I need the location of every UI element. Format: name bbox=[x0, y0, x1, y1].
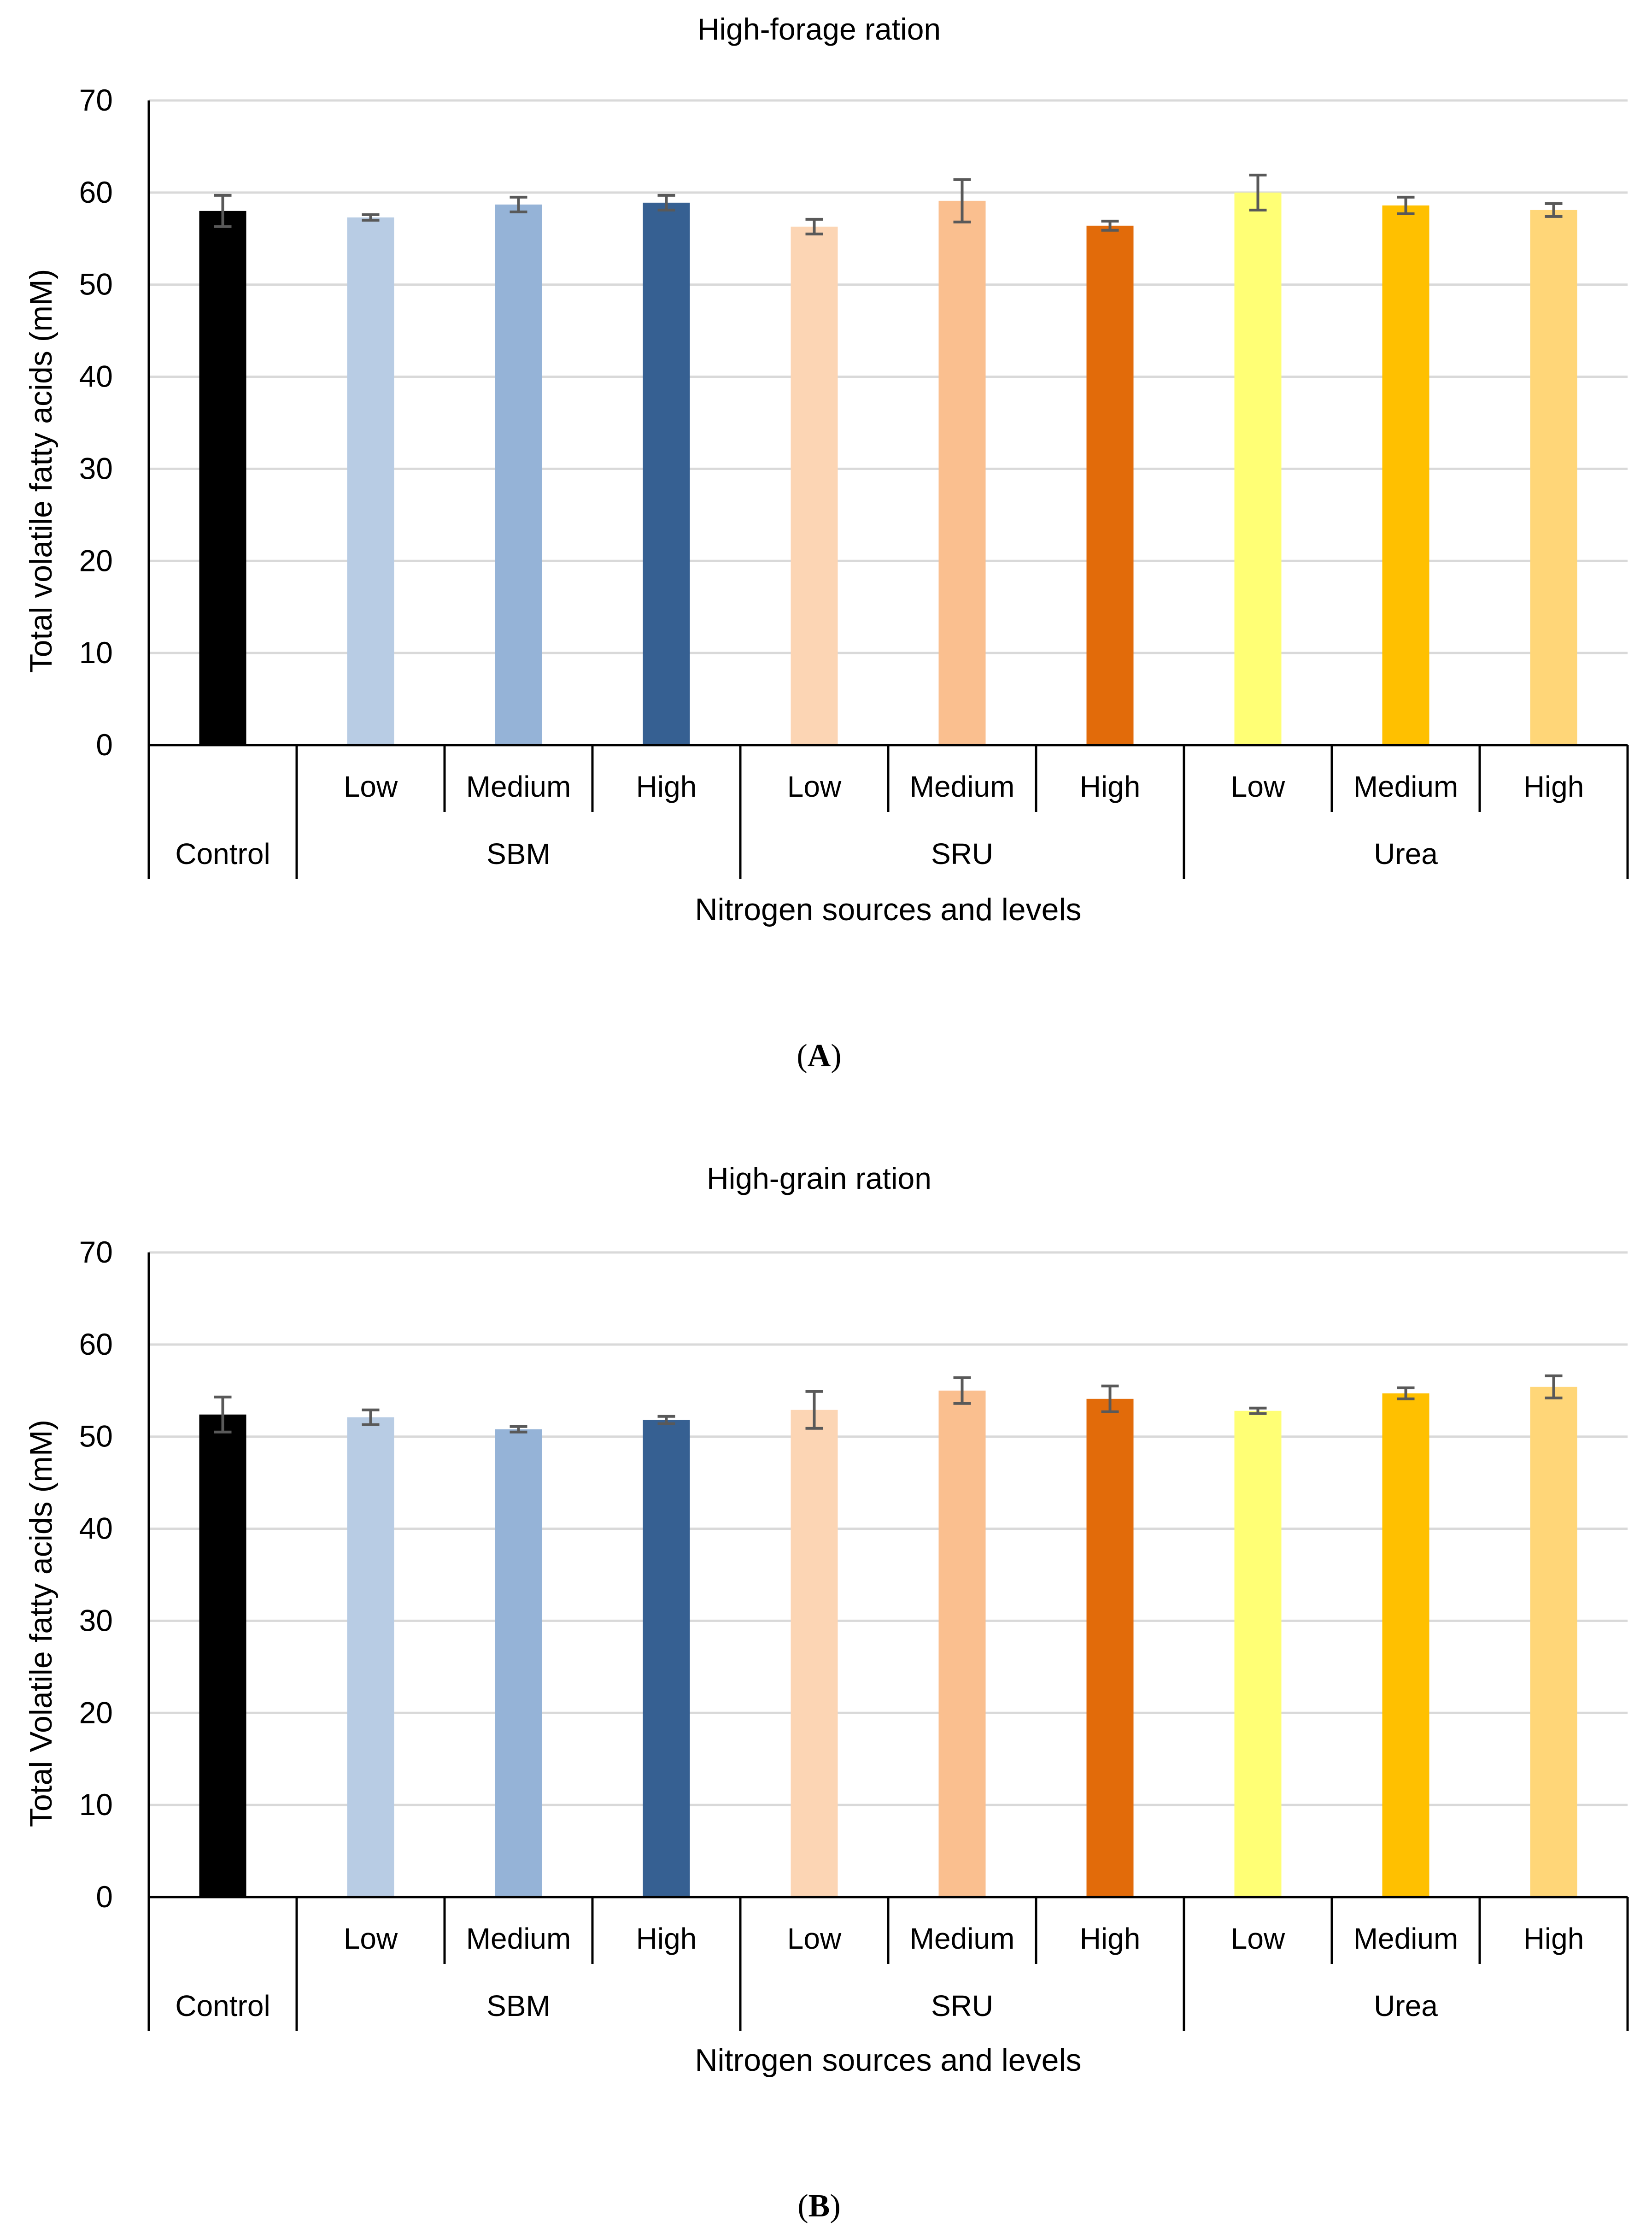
y-tick-label: 60 bbox=[79, 1327, 113, 1361]
x-level-label: Low bbox=[787, 1922, 842, 1955]
x-level-label: High bbox=[1523, 770, 1584, 803]
chart-title: High-forage ration bbox=[697, 12, 941, 46]
bar bbox=[1234, 1410, 1282, 1897]
bar bbox=[1382, 1393, 1429, 1897]
x-level-label: Medium bbox=[910, 1922, 1015, 1955]
x-level-label: Medium bbox=[1353, 1922, 1459, 1955]
y-tick-labels: 0 10 20 30 40 50 60 70 bbox=[79, 1235, 113, 1914]
gridlines bbox=[149, 1251, 1628, 1806]
bar bbox=[347, 217, 394, 745]
y-tick-label: 0 bbox=[96, 728, 113, 762]
x-group-label: Control bbox=[175, 1989, 270, 2022]
y-tick-label: 20 bbox=[79, 1695, 113, 1729]
y-tick-label: 50 bbox=[79, 267, 113, 301]
y-axis-title: Total volatile fatty acids (mM) bbox=[23, 269, 59, 673]
bar bbox=[643, 202, 690, 745]
chart-panel-a: High-forage ration 0 10 20 30 40 50 60 70 Low Me… bbox=[23, 12, 1629, 1074]
panel-letter: A bbox=[808, 1038, 831, 1074]
x-level-label: Medium bbox=[466, 1922, 571, 1955]
bars bbox=[199, 192, 1577, 746]
bars bbox=[199, 1387, 1577, 1897]
x-level-label: High bbox=[636, 1922, 697, 1955]
x-group-label: SRU bbox=[931, 1989, 993, 2022]
panel-label: (A) bbox=[797, 1038, 841, 1074]
x-group-label: Control bbox=[175, 837, 270, 870]
x-axis-title: Nitrogen sources and levels bbox=[695, 892, 1081, 927]
bar bbox=[791, 226, 838, 745]
x-level-label: Medium bbox=[466, 770, 571, 803]
x-level-label: Low bbox=[1231, 770, 1285, 803]
y-tick-label: 30 bbox=[79, 451, 113, 485]
bar bbox=[495, 204, 542, 745]
bar bbox=[347, 1417, 394, 1897]
x-category-labels: Low Medium High Low Medium High Low Medium High C… bbox=[175, 1922, 1584, 2022]
x-group-label: SBM bbox=[486, 1989, 551, 2022]
bar bbox=[199, 1414, 246, 1897]
y-axis-title: Total Volatile fatty acids (mM) bbox=[23, 1420, 59, 1827]
y-tick-label: 40 bbox=[79, 359, 113, 394]
y-tick-label: 70 bbox=[79, 83, 113, 117]
x-group-label: Urea bbox=[1374, 837, 1438, 870]
error-bars bbox=[214, 1374, 1563, 1434]
x-level-label: Medium bbox=[1353, 770, 1459, 803]
x-group-label: SBM bbox=[486, 837, 551, 870]
x-axis-title: Nitrogen sources and levels bbox=[695, 2043, 1081, 2078]
bar bbox=[1530, 210, 1577, 746]
bar bbox=[1086, 225, 1134, 746]
chart-panel-b: High-grain ration 0 10 20 30 40 50 60 70 Low Med… bbox=[23, 1161, 1629, 2224]
axes bbox=[147, 100, 1629, 879]
bar bbox=[495, 1429, 542, 1897]
panel-label: (B) bbox=[797, 2188, 840, 2224]
bar bbox=[643, 1420, 690, 1897]
y-tick-label: 40 bbox=[79, 1511, 113, 1546]
chart-title: High-grain ration bbox=[707, 1161, 931, 1195]
x-level-label: Low bbox=[787, 770, 842, 803]
x-level-label: High bbox=[1080, 1922, 1141, 1955]
bar bbox=[199, 211, 246, 745]
x-group-label: Urea bbox=[1374, 1989, 1438, 2022]
bar bbox=[938, 200, 986, 746]
y-tick-label: 10 bbox=[79, 635, 113, 670]
x-level-label: Medium bbox=[910, 770, 1015, 803]
y-tick-label: 0 bbox=[96, 1880, 113, 1914]
error-bars bbox=[214, 173, 1563, 235]
x-level-label: Low bbox=[344, 770, 398, 803]
y-tick-label: 30 bbox=[79, 1603, 113, 1637]
bar bbox=[1530, 1387, 1577, 1897]
panel-letter: B bbox=[808, 2188, 830, 2224]
x-level-label: High bbox=[1080, 770, 1141, 803]
x-level-label: Low bbox=[344, 1922, 398, 1955]
x-group-label: SRU bbox=[931, 837, 993, 870]
bar bbox=[791, 1410, 838, 1897]
bar bbox=[938, 1390, 986, 1897]
y-tick-labels: 0 10 20 30 40 50 60 70 bbox=[79, 83, 113, 762]
x-category-labels: Low Medium High Low Medium High Low Medium High C… bbox=[175, 770, 1584, 870]
x-level-label: High bbox=[1523, 1922, 1584, 1955]
gridlines bbox=[149, 99, 1628, 654]
x-level-label: High bbox=[636, 770, 697, 803]
y-tick-label: 70 bbox=[79, 1235, 113, 1269]
axes bbox=[147, 1252, 1629, 2031]
y-tick-label: 60 bbox=[79, 175, 113, 209]
bar bbox=[1382, 205, 1429, 745]
y-tick-label: 10 bbox=[79, 1787, 113, 1822]
x-level-label: Low bbox=[1231, 1922, 1285, 1955]
y-tick-label: 50 bbox=[79, 1419, 113, 1453]
bar bbox=[1234, 192, 1282, 745]
y-tick-label: 20 bbox=[79, 543, 113, 577]
bar bbox=[1086, 1399, 1134, 1897]
